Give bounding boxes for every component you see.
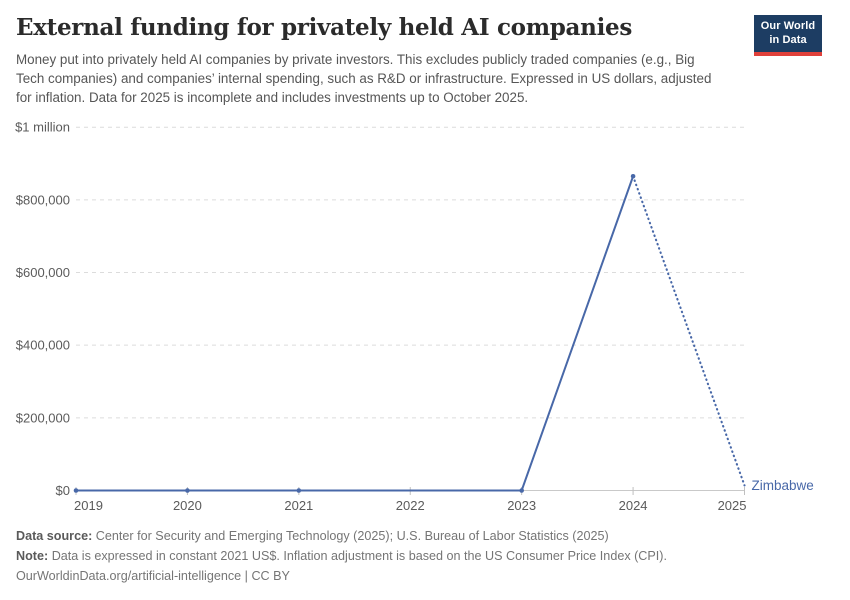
x-axis-tick-label: 2021 [284,498,313,513]
data-point-marker [185,488,190,493]
y-axis-tick-label: $1 million [15,120,70,135]
footer-sources: Data source: Center for Security and Eme… [16,526,834,546]
data-point-marker [296,488,302,493]
y-axis-tick-label: $400,000 [16,338,70,353]
chart-subtitle: Money put into privately held AI compani… [16,51,712,106]
x-axis-tick-label: 2019 [74,498,103,513]
chart-title: External funding for privately held AI c… [16,14,632,41]
y-axis-tick-label: $800,000 [16,192,70,207]
footer-sources-label: Data source: [16,529,93,543]
y-axis-tick-label: $200,000 [16,410,70,425]
footer-cc-by: CC BY [251,569,290,583]
footer-note-text: Data is expressed in constant 2021 US$. … [51,549,667,563]
footer-sources-text: Center for Security and Emerging Technol… [95,529,609,543]
x-axis-tick-label: 2025 [718,498,747,513]
owid-logo-line1: Our World [760,20,816,32]
data-line-dotted-provisional [632,175,746,487]
footer-license: OurWorldinData.org/artificial-intelligen… [16,566,834,586]
chart-footer: Data source: Center for Security and Eme… [16,526,834,586]
data-point-marker [630,173,636,179]
footer-separator: | [244,569,248,583]
owid-logo-line2: in Data [769,33,807,46]
owid-logo[interactable]: Our World in Data [754,15,822,56]
x-axis-tick-label: 2023 [507,498,536,513]
chart-header: External funding for privately held AI c… [16,14,834,107]
data-line-solid [76,175,635,492]
x-axis-tick-label: 2024 [619,498,648,513]
x-axis-tick-label: 2022 [396,498,425,513]
footer-url: OurWorldinData.org/artificial-intelligen… [16,569,242,583]
x-axis-tick-label: 2020 [173,498,202,513]
data-point-marker [73,488,79,493]
y-axis-tick-label: $600,000 [16,265,70,280]
series-label-zimbabwe[interactable]: Zimbabwe [752,478,814,493]
footer-note-label: Note: [16,549,49,563]
y-axis-tick-label: $0 [56,483,70,498]
data-point-marker [519,488,524,493]
footer-note: Note: Data is expressed in constant 2021… [16,546,834,566]
